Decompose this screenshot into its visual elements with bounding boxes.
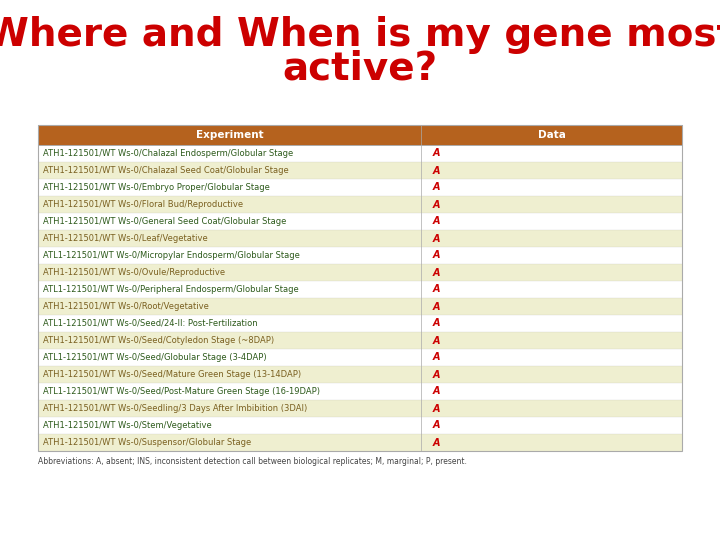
Text: active?: active?	[282, 49, 438, 87]
Text: ATH1-121501/WT Ws-0/Seed/Mature Green Stage (13-14DAP): ATH1-121501/WT Ws-0/Seed/Mature Green St…	[43, 370, 301, 379]
Text: A: A	[433, 421, 441, 430]
Text: ATH1-121501/WT Ws-0/Stem/Vegetative: ATH1-121501/WT Ws-0/Stem/Vegetative	[43, 421, 212, 430]
Bar	[38, 145, 682, 162]
Bar	[38, 315, 682, 332]
Text: A: A	[433, 403, 441, 414]
Text: ATH1-121501/WT Ws-0/Chalazal Seed Coat/Globular Stage: ATH1-121501/WT Ws-0/Chalazal Seed Coat/G…	[43, 166, 289, 175]
Text: A: A	[433, 183, 441, 192]
Text: A: A	[433, 199, 441, 210]
Bar	[38, 179, 682, 196]
Text: A: A	[433, 285, 441, 294]
Bar	[38, 349, 682, 366]
Text: A: A	[433, 233, 441, 244]
Text: ATL1-121501/WT Ws-0/Seed/Globular Stage (3-4DAP): ATL1-121501/WT Ws-0/Seed/Globular Stage …	[43, 353, 266, 362]
Bar	[38, 400, 682, 417]
Text: ATH1-121501/WT Ws-0/General Seed Coat/Globular Stage: ATH1-121501/WT Ws-0/General Seed Coat/Gl…	[43, 217, 287, 226]
Bar	[38, 332, 682, 349]
Text: ATH1-121501/WT Ws-0/Floral Bud/Reproductive: ATH1-121501/WT Ws-0/Floral Bud/Reproduct…	[43, 200, 243, 209]
Text: A: A	[433, 251, 441, 260]
Text: ATH1-121501/WT Ws-0/Seed/Cotyledon Stage (~8DAP): ATH1-121501/WT Ws-0/Seed/Cotyledon Stage…	[43, 336, 274, 345]
Bar	[38, 264, 682, 281]
Text: A: A	[433, 148, 441, 159]
Bar	[38, 417, 682, 434]
Text: A: A	[433, 301, 441, 312]
Text: A: A	[433, 267, 441, 278]
Text: ATL1-121501/WT Ws-0/Micropylar Endosperm/Globular Stage: ATL1-121501/WT Ws-0/Micropylar Endosperm…	[43, 251, 300, 260]
Bar	[38, 125, 682, 145]
Text: ATH1-121501/WT Ws-0/Chalazal Endosperm/Globular Stage: ATH1-121501/WT Ws-0/Chalazal Endosperm/G…	[43, 149, 293, 158]
Text: ATL1-121501/WT Ws-0/Peripheral Endosperm/Globular Stage: ATL1-121501/WT Ws-0/Peripheral Endosperm…	[43, 285, 299, 294]
Bar	[38, 196, 682, 213]
Text: A: A	[433, 437, 441, 448]
Text: Where and When is my gene most: Where and When is my gene most	[0, 16, 720, 54]
Text: ATH1-121501/WT Ws-0/Seedling/3 Days After Imbibition (3DAI): ATH1-121501/WT Ws-0/Seedling/3 Days Afte…	[43, 404, 307, 413]
Text: A: A	[433, 165, 441, 176]
Text: A: A	[433, 369, 441, 380]
Text: Data: Data	[538, 130, 565, 140]
Bar	[38, 162, 682, 179]
Text: A: A	[433, 387, 441, 396]
Text: ATH1-121501/WT Ws-0/Ovule/Reproductive: ATH1-121501/WT Ws-0/Ovule/Reproductive	[43, 268, 225, 277]
Text: ATL1-121501/WT Ws-0/Seed/Post-Mature Green Stage (16-19DAP): ATL1-121501/WT Ws-0/Seed/Post-Mature Gre…	[43, 387, 320, 396]
Bar	[38, 213, 682, 230]
Text: Experiment: Experiment	[196, 130, 264, 140]
Text: ATH1-121501/WT Ws-0/Embryo Proper/Globular Stage: ATH1-121501/WT Ws-0/Embryo Proper/Globul…	[43, 183, 270, 192]
Text: A: A	[433, 217, 441, 226]
Text: ATH1-121501/WT Ws-0/Leaf/Vegetative: ATH1-121501/WT Ws-0/Leaf/Vegetative	[43, 234, 208, 243]
Bar	[38, 247, 682, 264]
Bar	[38, 383, 682, 400]
Text: ATL1-121501/WT Ws-0/Seed/24-II: Post-Fertilization: ATL1-121501/WT Ws-0/Seed/24-II: Post-Fer…	[43, 319, 258, 328]
Text: A: A	[433, 335, 441, 346]
Text: ATH1-121501/WT Ws-0/Root/Vegetative: ATH1-121501/WT Ws-0/Root/Vegetative	[43, 302, 209, 311]
Bar	[38, 434, 682, 451]
Text: A: A	[433, 353, 441, 362]
Text: Abbreviations: A, absent; INS, inconsistent detection call between biological re: Abbreviations: A, absent; INS, inconsist…	[38, 457, 467, 466]
Text: ATH1-121501/WT Ws-0/Suspensor/Globular Stage: ATH1-121501/WT Ws-0/Suspensor/Globular S…	[43, 438, 251, 447]
Bar	[38, 298, 682, 315]
Bar	[38, 366, 682, 383]
Bar	[38, 230, 682, 247]
Bar	[38, 125, 682, 451]
Bar	[38, 281, 682, 298]
Text: A: A	[433, 319, 441, 328]
